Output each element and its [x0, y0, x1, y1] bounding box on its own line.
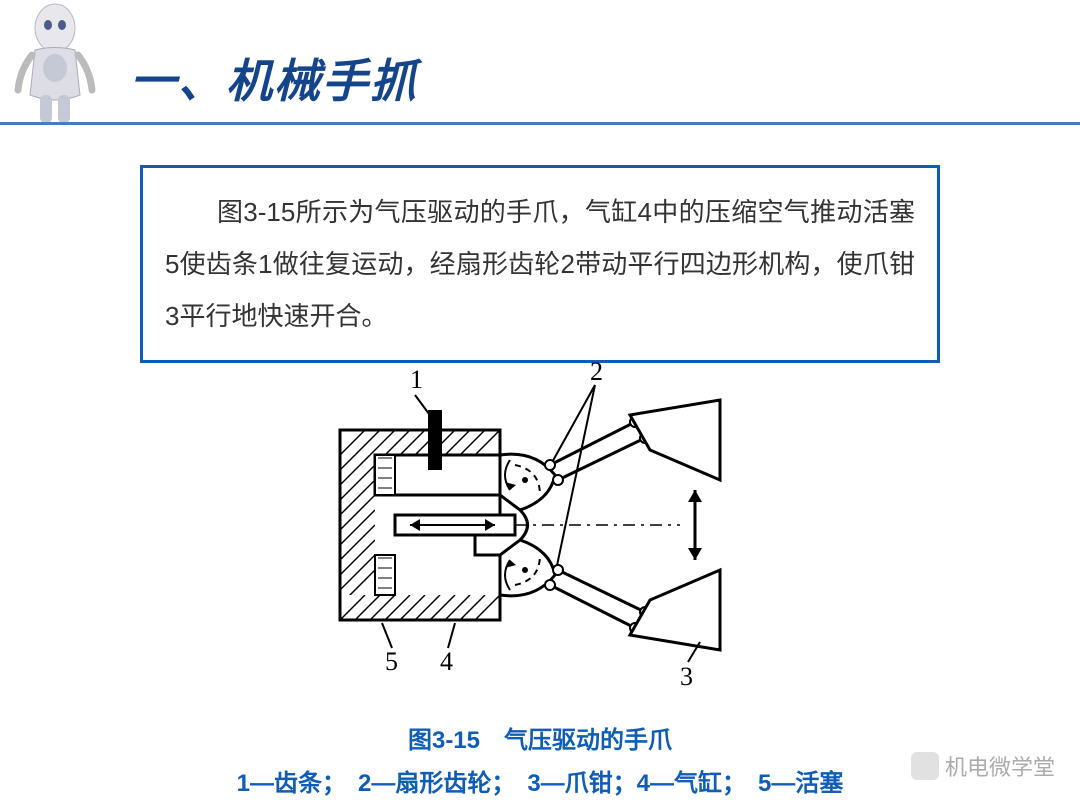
watermark: 机电微学堂 [911, 750, 1055, 782]
upper-jaw [630, 400, 720, 480]
diagram-label-3: 3 [680, 662, 693, 690]
lower-jaw [630, 570, 720, 650]
diagram-label-2: 2 [590, 360, 603, 386]
wechat-icon [911, 752, 939, 780]
header: 一、机械手抓 [0, 0, 1080, 125]
watermark-text: 机电微学堂 [945, 750, 1055, 782]
content-paragraph: 图3-15所示为气压驱动的手爪，气缸4中的压缩空气推动活塞5使齿条1做往复运动，… [165, 186, 915, 342]
gripper-diagram: 1 2 [300, 360, 780, 690]
diagram-label-1: 1 [410, 365, 423, 394]
page-title: 一、机械手抓 [130, 45, 418, 111]
rack-part [428, 410, 442, 470]
header-divider [0, 122, 1080, 125]
diagram-label-5: 5 [385, 647, 398, 676]
robot-icon [10, 0, 100, 125]
upper-linkage [545, 417, 650, 485]
lower-linkage [545, 565, 650, 633]
diagram-label-4: 4 [440, 647, 453, 676]
content-box: 图3-15所示为气压驱动的手爪，气缸4中的压缩空气推动活塞5使齿条1做往复运动，… [140, 165, 940, 363]
